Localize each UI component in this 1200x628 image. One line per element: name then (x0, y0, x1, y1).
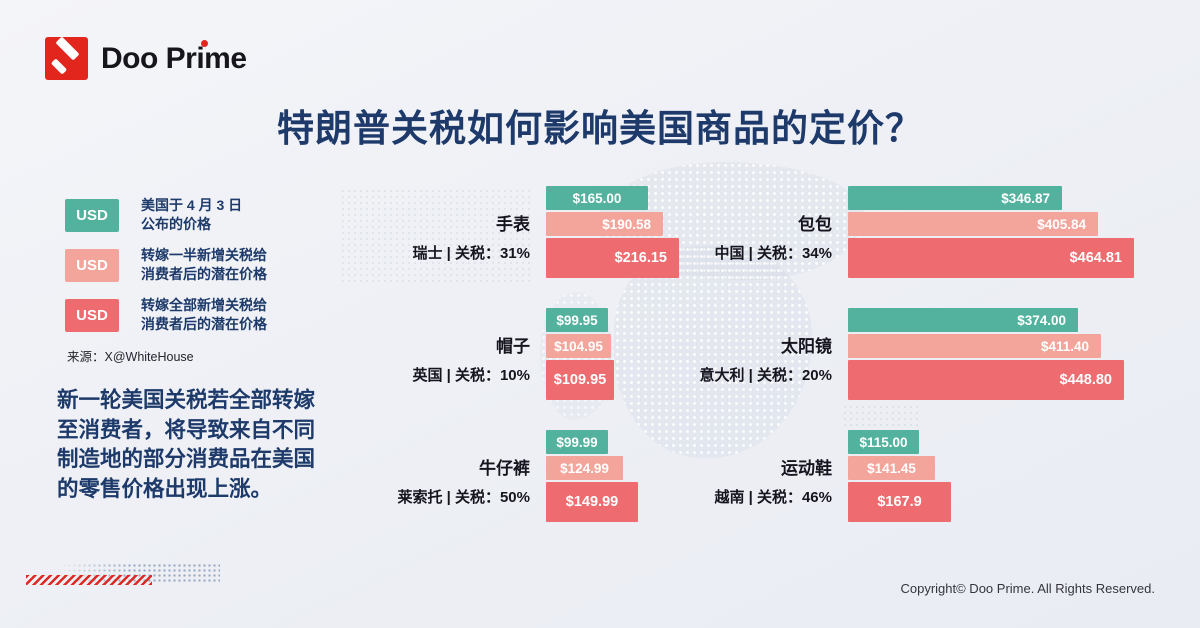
price-bar-series-2: $167.9 (848, 482, 951, 522)
price-bar-series-1: $405.84 (848, 212, 1098, 236)
summary-note-line: 制造地的部分消费品在美国 (57, 447, 316, 471)
bar-group: $99.99 $124.99 $149.99 (546, 430, 638, 524)
bar-group: $374.00 $411.40 $448.80 (848, 308, 1124, 402)
doo-prime-logo-text: Doo Prime (101, 40, 247, 75)
legend-item-1: USD 转嫁一半新增关税给 消费者后的潜在价格 (65, 246, 365, 284)
footer-red-stripes (26, 575, 152, 585)
price-label: $190.58 (602, 216, 651, 232)
price-bar-series-1: $104.95 (546, 334, 611, 358)
legend-item-0: USD 美国于 4 月 3 日公布的价格 (65, 196, 365, 234)
price-label: $346.87 (1001, 190, 1050, 206)
bar-group: $346.87 $405.84 $464.81 (848, 186, 1134, 280)
product-name: 包包 (798, 215, 832, 234)
legend-label: 转嫁一半新增关税给 消费者后的潜在价格 (141, 247, 267, 282)
legend-badge-usd: USD (65, 248, 119, 282)
world-map-dots-africa (614, 246, 812, 458)
chart-瑞士-0: 手表瑞士 | 关税：31% $165.00 $190.58 $216.15 (330, 186, 890, 278)
logo-i-dot (201, 40, 208, 47)
price-label: $141.45 (867, 460, 916, 476)
product-name: 帽子 (496, 337, 530, 356)
chart-labels: 包包中国 | 关税：34% (632, 186, 832, 263)
price-bar-series-0: $374.00 (848, 308, 1078, 332)
doo-prime-logo-icon (45, 37, 88, 80)
product-name: 手表 (496, 215, 530, 234)
chart-英国-2: 帽子英国 | 关税：10% $99.95 $104.95 $109.95 (330, 308, 890, 400)
legend: USD 美国于 4 月 3 日公布的价格 USD 转嫁一半新增关税给 消费者后的潜在价格… (65, 196, 365, 365)
summary-note: 新一轮美国关税若全部转嫁 至消费者，将导致来自不同 制造地的部分消费品在美国 的… (57, 386, 377, 504)
price-label: $374.00 (1017, 312, 1066, 328)
price-label: $99.95 (556, 312, 598, 328)
price-bar-series-1: $190.58 (546, 212, 663, 236)
chart-越南-5: 运动鞋越南 | 关税：46% $115.00 $141.45 $167.9 (632, 430, 1192, 522)
price-label: $104.95 (554, 338, 603, 354)
bar-group: $165.00 $190.58 $216.15 (546, 186, 679, 280)
product-origin-tariff: 中国 | 关税：34% (714, 245, 832, 262)
product-name: 太阳镜 (781, 337, 832, 356)
dot-texture (842, 404, 918, 430)
price-bar-series-2: $448.80 (848, 360, 1124, 400)
chart-labels: 太阳镜意大利 | 关税：20% (632, 308, 832, 385)
price-label: $124.99 (560, 460, 609, 476)
summary-note-line: 新一轮美国关税若全部转嫁 (57, 388, 316, 412)
product-origin-tariff: 越南 | 关税：46% (714, 489, 832, 506)
price-bar-series-1: $411.40 (848, 334, 1101, 358)
legend-badge-usd: USD (65, 298, 119, 332)
bar-group: $99.95 $104.95 $109.95 (546, 308, 614, 402)
price-bar-series-2: $109.95 (546, 360, 614, 400)
bar-group: $115.00 $141.45 $167.9 (848, 430, 951, 524)
product-origin-tariff: 意大利 | 关税：20% (699, 367, 832, 384)
summary-note-line: 至消费者，将导致来自不同 (57, 417, 316, 442)
price-label: $411.40 (1040, 338, 1089, 354)
chart-labels: 牛仔裤莱索托 | 关税：50% (330, 430, 530, 507)
price-label: $165.00 (572, 190, 622, 206)
price-bar-series-0: $165.00 (546, 186, 648, 210)
price-label: $464.81 (1069, 250, 1122, 266)
legend-label: 美国于 4 月 3 日公布的价格 (141, 197, 243, 232)
price-label: $115.00 (859, 434, 908, 450)
chart-labels: 帽子英国 | 关税：10% (330, 308, 530, 385)
legend-badge-usd: USD (65, 198, 119, 232)
price-bar-series-0: $115.00 (848, 430, 919, 454)
doo-prime-logo: Doo Prime (45, 37, 247, 80)
chart-labels: 运动鞋越南 | 关税：46% (632, 430, 832, 507)
price-label: $216.15 (614, 250, 667, 266)
source-note: 来源：X@WhiteHouse (67, 350, 194, 364)
price-label: $99.99 (556, 434, 598, 450)
price-bar-series-0: $346.87 (848, 186, 1062, 210)
product-name: 运动鞋 (781, 459, 832, 478)
price-bar-series-0: $99.95 (546, 308, 608, 332)
dot-texture (340, 188, 530, 284)
product-origin-tariff: 瑞士 | 关税：31% (412, 245, 530, 262)
product-origin-tariff: 英国 | 关税：10% (412, 367, 530, 384)
page-title: 特朗普关税如何影响美国商品的定价？ (277, 108, 923, 149)
price-label: $167.9 (877, 494, 922, 510)
price-bar-series-2: $149.99 (546, 482, 638, 522)
price-label: $448.80 (1059, 372, 1112, 388)
price-bar-series-1: $141.45 (848, 456, 935, 480)
price-bar-series-0: $99.99 (546, 430, 608, 454)
summary-note-line: 的零售价格出现上涨。 (57, 476, 273, 501)
legend-item-2: USD 转嫁全部新增关税给 消费者后的潜在价格 (65, 296, 365, 334)
price-bar-series-2: $216.15 (546, 238, 679, 278)
product-name: 牛仔裤 (479, 459, 530, 478)
chart-莱索托-4: 牛仔裤莱索托 | 关税：50% $99.99 $124.99 $149.99 (330, 430, 890, 522)
product-origin-tariff: 莱索托 | 关税：50% (397, 489, 530, 506)
price-label: $109.95 (553, 372, 607, 388)
chart-意大利-3: 太阳镜意大利 | 关税：20% $374.00 $411.40 $448.80 (632, 308, 1192, 400)
copyright-text: Copyright© Doo Prime. All Rights Reserve… (900, 581, 1155, 596)
chart-labels: 手表瑞士 | 关税：31% (330, 186, 530, 263)
price-bar-series-2: $464.81 (848, 238, 1134, 278)
price-label: $149.99 (565, 494, 619, 510)
chart-中国-1: 包包中国 | 关税：34% $346.87 $405.84 $464.81 (632, 186, 1192, 278)
legend-label: 转嫁全部新增关税给 消费者后的潜在价格 (141, 297, 267, 332)
price-label: $405.84 (1037, 216, 1086, 232)
price-bar-series-1: $124.99 (546, 456, 623, 480)
